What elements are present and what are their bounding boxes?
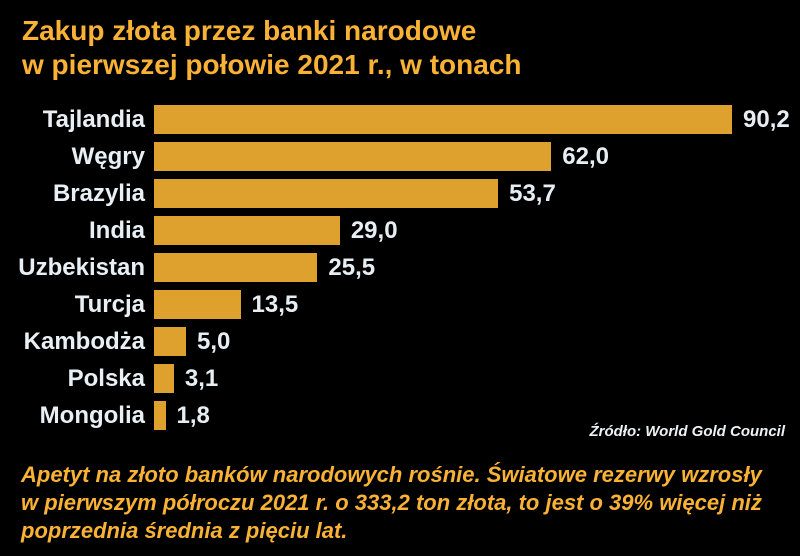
bar-value-label: 53,7 [509,179,556,207]
bar [154,327,187,356]
bar-category-label: Tajlandia [42,105,145,133]
bar [154,364,174,393]
bar [154,179,499,208]
bar-category-label: Mongolia [39,401,145,429]
bar-row: India 29,0 [0,212,800,249]
bar-value-label: 3,1 [184,364,219,392]
bar-category-label: Polska [67,364,145,392]
bar-row: Węgry 62,0 [0,138,800,175]
bar-row: Polska 3,1 [0,360,800,397]
bar-row: Uzbekistan 25,5 [0,249,800,286]
footnote-line2: w pierwszym półroczu 2021 r. o 333,2 ton… [21,490,762,515]
footnote-line1: Apetyt na złoto banków narodowych rośnie… [21,462,762,487]
bar [154,290,241,319]
bar-category-label: India [88,216,145,244]
source-credit: Źródło: World Gold Council [589,423,785,440]
bar [154,216,340,245]
bar-value-label: 62,0 [562,142,609,170]
footnote-line3: poprzednia średnia z pięciu lat. [21,518,348,543]
bar [154,401,166,430]
footnote-text: Apetyt na złoto banków narodowych rośnie… [21,461,762,545]
bar-category-label: Turcja [74,290,145,318]
chart-title-line1: Zakup złota przez banki narodowe [22,15,477,46]
bar-value-label: 90,2 [743,105,790,133]
bar-row: Turcja 13,5 [0,286,800,323]
bar-category-label: Brazylia [52,179,145,207]
bar-value-label: 5,0 [197,327,231,355]
bar [154,253,318,282]
bar-row: Tajlandia 90,2 [0,101,800,138]
bar [154,105,732,134]
chart-title-line2: w pierwszej połowie 2021 r., w tonach [22,49,522,80]
bar-value-label: 25,5 [328,253,376,281]
bar-category-label: Kambodża [23,327,145,355]
bar-row: Kambodża 5,0 [0,323,800,360]
chart-title: Zakup złota przez banki narodowe w pierw… [22,14,522,82]
bar-category-label: Uzbekistan [18,253,145,281]
bar-chart: Tajlandia 90,2 Węgry 62,0 Brazylia 53,7 … [0,101,800,434]
bar-row: Brazylia 53,7 [0,175,800,212]
bar-category-label: Węgry [71,142,145,170]
bar-value-label: 29,0 [350,216,398,244]
bar-value-label: 1,8 [176,401,210,429]
bar-row: Mongolia 1,8 [0,397,800,434]
bar-value-label: 13,5 [251,290,299,318]
bar-rows: Tajlandia 90,2 Węgry 62,0 Brazylia 53,7 … [0,101,800,434]
bar [154,142,552,171]
